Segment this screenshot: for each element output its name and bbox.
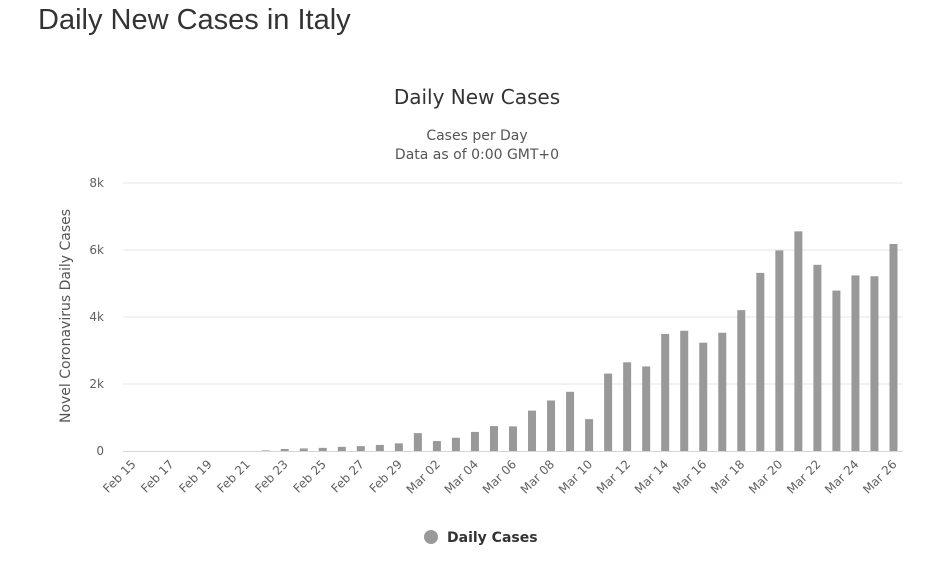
x-tick-label: Feb 19 — [176, 457, 214, 495]
bar[interactable] — [718, 332, 727, 451]
bar[interactable] — [509, 426, 517, 451]
x-tick-label: Mar 06 — [480, 457, 519, 496]
grid-lines — [123, 182, 903, 385]
bar[interactable] — [813, 264, 822, 451]
bar[interactable] — [794, 231, 803, 451]
bar[interactable] — [547, 400, 556, 451]
bar[interactable] — [528, 410, 537, 451]
legend[interactable]: Daily Cases — [424, 530, 538, 546]
y-tick-label: 0 — [96, 444, 104, 458]
bar[interactable] — [451, 437, 460, 451]
chart-title: Daily New Cases — [394, 85, 560, 109]
bar[interactable] — [470, 431, 479, 451]
x-tick-label: Feb 23 — [252, 457, 290, 495]
y-tick-label: 6k — [89, 243, 104, 257]
y-axis-ticks: 0 2k 4k 6k 8k — [89, 176, 104, 458]
bar[interactable] — [566, 391, 575, 451]
bar[interactable] — [337, 446, 346, 451]
bar[interactable] — [775, 250, 784, 451]
x-tick-label: Feb 21 — [214, 457, 252, 495]
bar[interactable] — [489, 426, 498, 451]
x-tick-label: Mar 22 — [784, 457, 823, 496]
bar[interactable] — [832, 290, 841, 451]
bar[interactable] — [642, 366, 651, 451]
bar[interactable] — [680, 330, 689, 451]
y-tick-label: 8k — [89, 176, 104, 190]
bar[interactable] — [299, 448, 308, 451]
chart-subtitle-line-2: Data as of 0:00 GMT+0 — [395, 147, 559, 163]
x-tick-label: Feb 27 — [328, 457, 366, 495]
x-tick-label: Feb 15 — [100, 457, 138, 495]
x-tick-label: Feb 17 — [138, 457, 176, 495]
bar[interactable] — [413, 433, 422, 451]
bar[interactable] — [737, 310, 746, 451]
bar[interactable] — [394, 443, 403, 451]
bar[interactable] — [870, 276, 879, 451]
legend-marker[interactable] — [424, 530, 438, 544]
bar[interactable] — [585, 419, 594, 451]
x-axis-ticks: Feb 15 Feb 17 Feb 19 Feb 21 Feb 23 Feb 25 Feb … — [100, 457, 899, 496]
bar[interactable] — [432, 441, 441, 451]
x-tick-label: Mar 16 — [670, 457, 709, 496]
bar[interactable] — [604, 373, 613, 451]
bar[interactable] — [261, 450, 270, 451]
legend-label[interactable]: Daily Cases — [447, 530, 538, 546]
y-tick-label: 2k — [89, 377, 104, 391]
bar[interactable] — [699, 342, 708, 451]
page-title: Daily New Cases in Italy — [38, 4, 351, 36]
y-tick-label: 4k — [89, 310, 104, 324]
bar[interactable] — [375, 444, 384, 451]
bar[interactable] — [889, 243, 898, 451]
bar[interactable] — [356, 446, 365, 451]
x-tick-label: Mar 08 — [518, 457, 557, 496]
bar[interactable] — [280, 449, 289, 451]
x-tick-label: Mar 26 — [860, 457, 899, 496]
bar[interactable] — [318, 447, 327, 451]
bars — [261, 231, 898, 451]
x-tick-label: Mar 04 — [442, 457, 481, 496]
x-tick-label: Mar 02 — [404, 457, 443, 496]
bar[interactable] — [851, 275, 860, 451]
chart-subtitle-line-1: Cases per Day — [426, 128, 527, 144]
x-tick-label: Mar 18 — [708, 457, 747, 496]
x-tick-label: Feb 25 — [290, 457, 328, 495]
x-tick-label: Mar 10 — [556, 457, 595, 496]
x-tick-label: Mar 20 — [746, 457, 785, 496]
x-tick-label: Feb 29 — [367, 457, 405, 495]
bar[interactable] — [661, 333, 670, 451]
x-tick-label: Mar 12 — [594, 457, 633, 496]
x-tick-label: Mar 14 — [632, 457, 671, 496]
bar[interactable] — [623, 362, 632, 451]
bar[interactable] — [756, 272, 765, 451]
x-tick-label: Mar 24 — [822, 457, 861, 496]
y-axis-label: Novel Coronavirus Daily Cases — [58, 209, 74, 423]
